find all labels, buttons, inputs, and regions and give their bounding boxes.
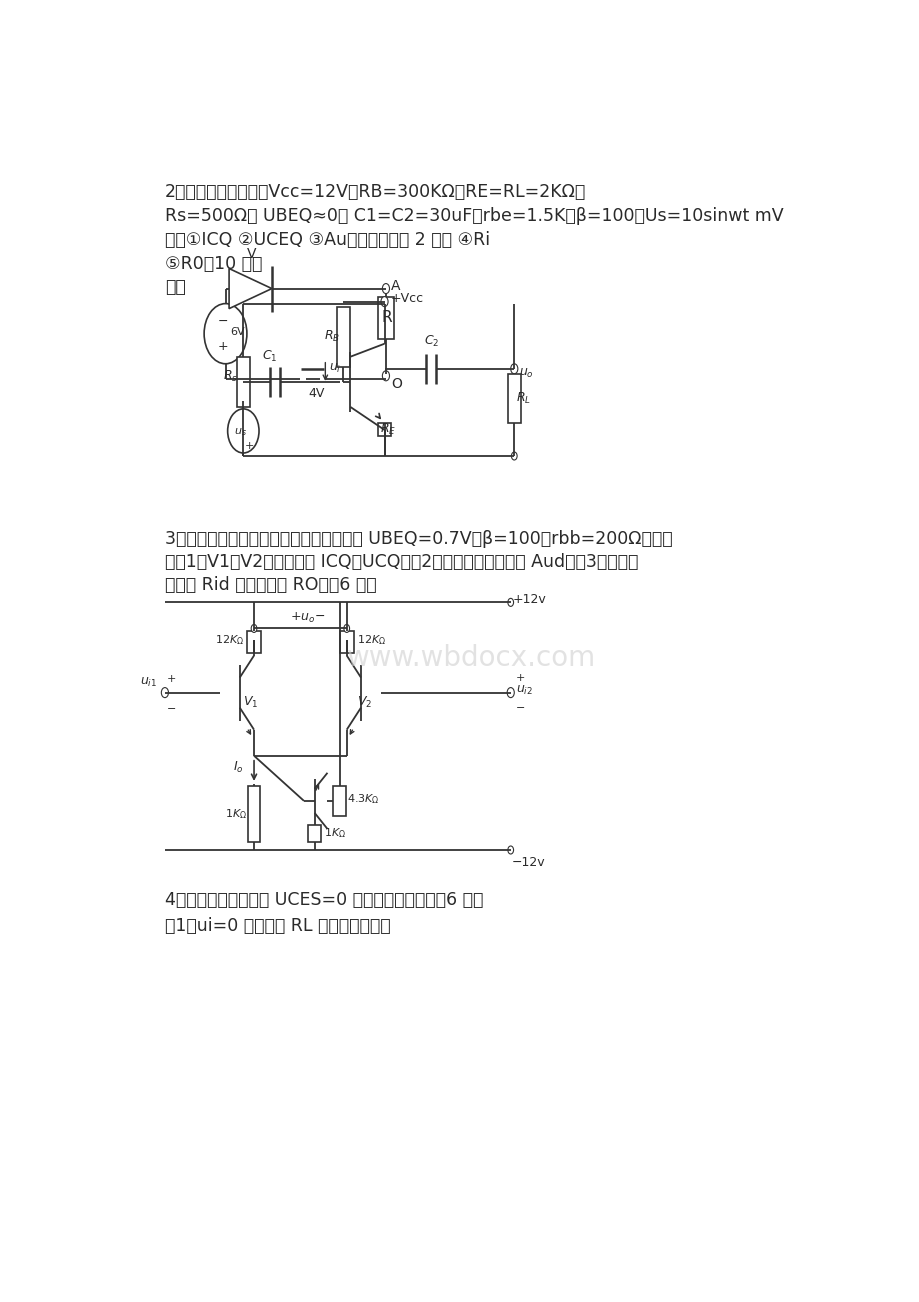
Bar [378,423,391,436]
Text: 4V: 4V [308,387,324,400]
Text: $R_B$: $R_B$ [323,329,340,344]
Text: +: + [167,673,176,684]
Text: 2、已知电力如图示：Vcc=12V，RB=300KΩ，RE=RL=2KΩ，: 2、已知电力如图示：Vcc=12V，RB=300KΩ，RE=RL=2KΩ， [165,184,585,202]
Bar [339,631,354,654]
Text: −: − [217,315,228,328]
Text: $R_E$: $R_E$ [380,422,395,437]
Text: 解：: 解： [165,277,186,296]
Text: ⑤R0（10 分）: ⑤R0（10 分） [165,254,262,272]
Bar [308,825,321,842]
Text: O: O [391,376,402,391]
Polygon shape [229,268,272,309]
Bar [378,297,393,339]
Text: 3、具有电流源的差分电路如图所示，已知 UBEQ=0.7V，β=100，rbb=200Ω，试求: 3、具有电流源的差分电路如图所示，已知 UBEQ=0.7V，β=100，rbb=… [165,530,672,548]
Bar [507,374,520,423]
Text: $C_1$: $C_1$ [262,349,277,365]
Text: $1K_\Omega$: $1K_\Omega$ [323,827,346,840]
Text: 求：①ICQ ②UCEQ ③Au（取小数点后 2 位） ④Ri: 求：①ICQ ②UCEQ ③Au（取小数点后 2 位） ④Ri [165,232,490,250]
Text: −12v: −12v [512,855,545,868]
Circle shape [506,687,514,698]
Circle shape [380,297,388,307]
Text: $C_2$: $C_2$ [424,335,438,349]
Text: −: − [167,703,176,713]
Text: +: + [217,340,228,353]
Bar [246,631,261,654]
Text: $V_2$: $V_2$ [357,695,372,710]
Text: $u_s$: $u_s$ [233,426,246,437]
Circle shape [251,625,256,633]
Text: $V_1$: $V_1$ [243,695,257,710]
Bar [237,357,249,406]
Circle shape [511,452,516,460]
Text: 4、电路如图所示，设 UCES=0 试回答下列问题：（6 分）: 4、电路如图所示，设 UCES=0 试回答下列问题：（6 分） [165,891,482,909]
Text: $4.3K_\Omega$: $4.3K_\Omega$ [347,792,380,806]
Text: $u_o$: $u_o$ [518,367,533,380]
Circle shape [204,303,246,363]
Text: $I_o$: $I_o$ [233,760,243,775]
Text: V: V [246,247,256,262]
Text: +: + [516,673,525,682]
Text: A: A [391,279,400,293]
Text: 入电阵 Rid 和输出电阵 RO；（6 分）: 入电阵 Rid 和输出电阵 RO；（6 分） [165,577,376,594]
Text: +$u_o$−: +$u_o$− [289,612,324,625]
Circle shape [161,687,168,698]
Text: $R_L$: $R_L$ [516,391,530,406]
Circle shape [507,846,513,854]
Circle shape [507,599,513,607]
Text: $R_s$: $R_s$ [222,370,237,384]
Bar [336,307,349,367]
Text: Rs=500Ω， UBEQ≈0， C1=C2=30uF，rbe=1.5K，β=100，Us=10sinwt mV: Rs=500Ω， UBEQ≈0， C1=C2=30uF，rbe=1.5K，β=1… [165,207,783,225]
Text: $12K_\Omega$: $12K_\Omega$ [357,634,386,647]
Circle shape [344,625,349,633]
Text: （1）ui=0 时，流过 RL 的电流有多大？: （1）ui=0 时，流过 RL 的电流有多大？ [165,917,390,935]
Text: $12K_\Omega$: $12K_\Omega$ [214,634,244,647]
Text: $1K_\Omega$: $1K_\Omega$ [224,807,246,820]
Text: $u_i$: $u_i$ [329,362,341,375]
Text: +Vcc: +Vcc [390,292,423,305]
Circle shape [382,371,389,380]
Text: −: − [516,703,525,712]
Circle shape [382,284,389,293]
Circle shape [227,409,259,453]
Text: +12v: +12v [512,592,545,605]
Text: ：（1）V1、V2静态工作点 ICQ、UCQ；（2）差模电压放大倍数 Aud；（3）差模输: ：（1）V1、V2静态工作点 ICQ、UCQ；（2）差模电压放大倍数 Aud；（… [165,553,638,572]
Text: +: + [244,441,254,450]
Text: 6V: 6V [230,327,244,337]
Circle shape [510,363,517,374]
Text: R: R [381,310,391,326]
Bar [333,786,346,816]
Bar [247,786,260,842]
Text: $u_{i2}$: $u_{i2}$ [516,684,532,697]
Text: www.wbdocx.com: www.wbdocx.com [346,643,596,672]
Text: $u_{i1}$: $u_{i1}$ [140,676,157,689]
